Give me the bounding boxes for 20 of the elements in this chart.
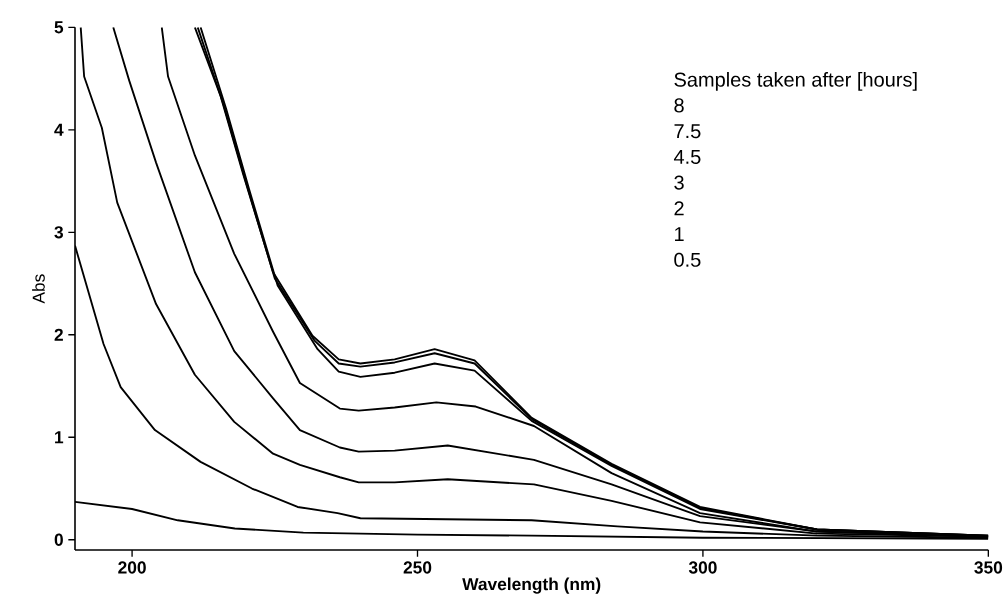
x-axis-title: Wavelength (nm) bbox=[462, 577, 601, 594]
annotation: 3 bbox=[674, 175, 684, 190]
y-tick-label: 2 bbox=[54, 328, 63, 341]
y-tick-label: 1 bbox=[55, 431, 64, 444]
annotation: 1 bbox=[675, 227, 684, 241]
y-tick-label: 0 bbox=[54, 533, 63, 546]
y-tick-label: 4 bbox=[54, 123, 64, 136]
x-tick-label: 300 bbox=[688, 561, 717, 574]
y-tick-label: 3 bbox=[54, 226, 63, 239]
x-tick-label: 200 bbox=[118, 561, 146, 574]
annotation: 7.5 bbox=[674, 124, 701, 139]
annotation: 2 bbox=[674, 201, 684, 216]
annotation: Samples taken after [hours] bbox=[674, 72, 917, 91]
y-tick-label: 5 bbox=[54, 21, 64, 34]
annotation: 4.5 bbox=[673, 149, 701, 164]
x-tick-label: 350 bbox=[974, 561, 1003, 574]
annotation: 8 bbox=[674, 98, 684, 113]
annotation: 0.5 bbox=[674, 252, 701, 267]
x-tick-label: 250 bbox=[403, 561, 432, 574]
y-axis-title: Abs bbox=[32, 274, 45, 304]
